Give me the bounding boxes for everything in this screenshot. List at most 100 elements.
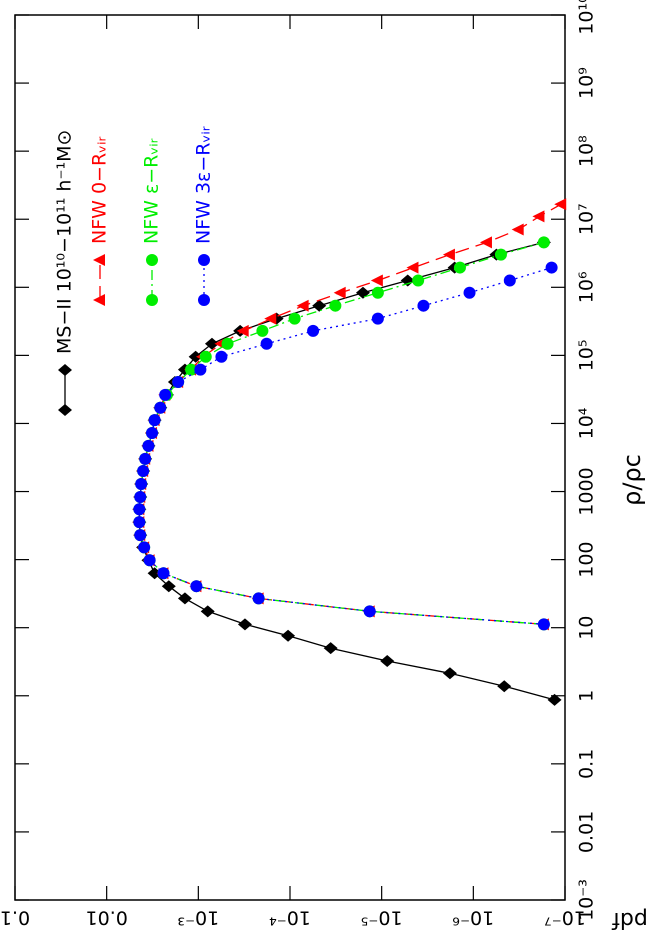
legend-marker	[93, 294, 105, 306]
legend-marker	[198, 294, 210, 306]
marker	[406, 261, 419, 274]
x-tick-label: 1	[576, 690, 598, 702]
legend-marker	[146, 254, 158, 266]
marker	[329, 299, 342, 312]
marker	[503, 274, 516, 287]
marker	[142, 439, 155, 452]
marker	[204, 337, 219, 350]
series-line	[138, 203, 562, 625]
marker	[138, 541, 151, 554]
marker	[137, 465, 150, 478]
marker	[442, 667, 457, 680]
marker	[547, 693, 562, 706]
marker	[177, 592, 192, 605]
marker	[146, 427, 159, 440]
y-tick-label: 10⁻³	[177, 907, 219, 929]
marker	[264, 312, 277, 325]
marker	[281, 629, 296, 642]
x-tick-label: 10⁵	[576, 339, 598, 371]
y-tick-label: 10⁻⁷	[544, 907, 586, 929]
x-tick-label: 10⁷	[576, 203, 598, 235]
marker	[139, 452, 152, 465]
marker	[157, 567, 170, 580]
legend-label: MS−II 10¹⁰−10¹¹ h⁻¹M⊙	[54, 130, 76, 354]
legend-marker	[198, 254, 210, 266]
legend-label: NFW 0−Rᵥᵢᵣ	[89, 137, 111, 244]
marker	[312, 299, 327, 312]
marker	[215, 350, 228, 363]
series-line	[138, 241, 555, 701]
marker	[463, 286, 476, 299]
marker	[134, 490, 147, 503]
marker	[288, 312, 301, 325]
marker	[134, 529, 147, 542]
marker	[363, 605, 376, 618]
x-tick-label: 10⁴	[576, 407, 598, 439]
y-tick-label: 10⁻⁴	[269, 907, 311, 929]
marker	[537, 618, 550, 631]
marker	[221, 337, 234, 350]
legend-label: NFW 3ε−Rᵥᵢᵣ	[193, 126, 215, 244]
x-tick-label: 100	[576, 541, 598, 577]
x-tick-label: 10⁶	[576, 271, 598, 303]
marker	[380, 655, 395, 668]
marker	[133, 503, 146, 516]
marker	[494, 248, 507, 261]
legend-marker	[146, 294, 158, 306]
x-tick-label: 10⁻³	[576, 879, 598, 921]
marker	[497, 680, 512, 693]
legend-label: NFW ε−Rᵥᵢᵣ	[141, 138, 163, 244]
marker	[511, 223, 524, 236]
marker	[194, 363, 207, 376]
marker	[190, 580, 203, 593]
y-tick-label: 10⁻⁵	[361, 907, 403, 929]
marker	[323, 642, 338, 655]
marker	[237, 618, 252, 631]
marker	[554, 198, 567, 211]
marker	[185, 363, 198, 376]
x-axis-title: ρ/ρc	[618, 454, 646, 506]
marker	[154, 401, 167, 414]
marker	[172, 375, 185, 388]
series-line	[138, 266, 552, 625]
marker	[453, 261, 466, 274]
x-tick-label: 0.1	[576, 749, 598, 779]
x-tick-label: 10¹⁰	[576, 0, 598, 35]
x-tick-label: 10⁸	[576, 135, 598, 167]
legend-marker	[58, 364, 72, 376]
marker	[135, 478, 148, 491]
legend-marker	[93, 254, 105, 266]
marker	[200, 605, 215, 618]
y-tick-label: 0.1	[0, 907, 30, 929]
marker	[412, 274, 425, 287]
marker	[199, 350, 212, 363]
marker	[143, 554, 156, 567]
marker	[400, 274, 415, 287]
y-tick-label: 0.01	[86, 907, 128, 929]
marker	[355, 286, 370, 299]
marker	[236, 324, 249, 337]
marker	[252, 592, 265, 605]
y-tick-label: 10⁻⁶	[452, 907, 494, 929]
x-tick-label: 10⁹	[576, 67, 598, 99]
marker	[371, 312, 384, 325]
marker	[148, 414, 161, 427]
marker	[370, 274, 383, 287]
marker	[371, 286, 384, 299]
marker	[479, 236, 492, 249]
marker	[161, 580, 176, 593]
marker	[260, 337, 273, 350]
marker	[307, 324, 320, 337]
marker	[333, 286, 346, 299]
marker	[296, 299, 309, 312]
marker	[147, 567, 162, 580]
marker	[159, 388, 172, 401]
y-axis-title: pdf	[611, 907, 648, 932]
marker	[442, 248, 455, 261]
marker	[133, 516, 146, 529]
marker	[545, 261, 558, 274]
marker	[537, 236, 550, 249]
marker	[417, 299, 430, 312]
x-tick-label: 10	[576, 616, 598, 640]
